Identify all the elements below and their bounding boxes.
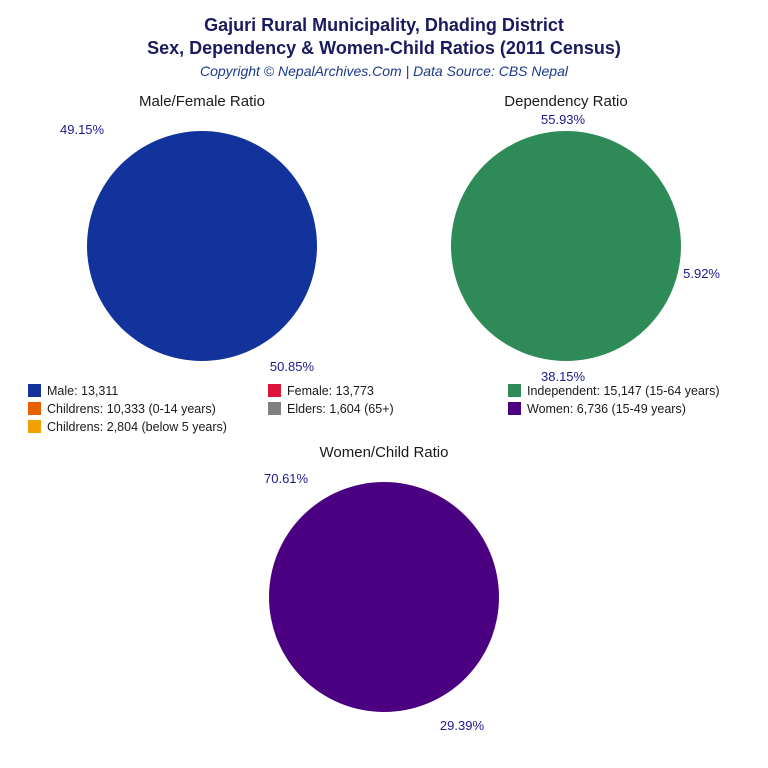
title-line-1: Gajuri Rural Municipality, Dhading Distr…: [0, 14, 768, 37]
legend-swatch: [28, 402, 41, 415]
wc-children-pct: 29.39%: [440, 718, 484, 733]
legend-label: Male: 13,311: [47, 384, 118, 398]
legend-item: Independent: 15,147 (15-64 years): [508, 384, 728, 398]
legend-item: Childrens: 10,333 (0-14 years): [28, 402, 248, 416]
legend-item: Women: 6,736 (15-49 years): [508, 402, 728, 416]
sex-ratio-chart: Male/Female Ratio 49.15% 50.85%: [32, 93, 372, 376]
legend-item: Female: 13,773: [268, 384, 488, 398]
sex-ratio-title: Male/Female Ratio: [32, 93, 372, 110]
dependency-pie-wrap: 55.93% 5.92% 38.15%: [436, 116, 696, 376]
womenchild-chart: Women/Child Ratio 70.61% 29.39%: [214, 444, 554, 727]
dep-elders-pct: 5.92%: [683, 266, 720, 281]
legend-swatch: [508, 402, 521, 415]
legend-item: Elders: 1,604 (65+): [268, 402, 488, 416]
header-block: Gajuri Rural Municipality, Dhading Distr…: [0, 0, 768, 79]
legend-item: Childrens: 2,804 (below 5 years): [28, 420, 248, 434]
legend-label: Childrens: 2,804 (below 5 years): [47, 420, 227, 434]
dependency-title: Dependency Ratio: [396, 93, 736, 110]
legend-label: Elders: 1,604 (65+): [287, 402, 394, 416]
legend-swatch: [268, 402, 281, 415]
dep-children-pct: 38.15%: [541, 369, 585, 384]
legend-label: Childrens: 10,333 (0-14 years): [47, 402, 216, 416]
womenchild-pie: [269, 482, 499, 712]
subtitle: Copyright © NepalArchives.Com | Data Sou…: [0, 63, 768, 79]
womenchild-pie-wrap: 70.61% 29.39%: [254, 467, 514, 727]
bottom-row: Women/Child Ratio 70.61% 29.39%: [0, 444, 768, 727]
top-charts-row: Male/Female Ratio 49.15% 50.85% Dependen…: [0, 93, 768, 376]
dependency-chart: Dependency Ratio 55.93% 5.92% 38.15%: [396, 93, 736, 376]
legend-label: Independent: 15,147 (15-64 years): [527, 384, 720, 398]
dependency-pie: [451, 131, 681, 361]
legend-label: Female: 13,773: [287, 384, 374, 398]
sex-ratio-pie: [87, 131, 317, 361]
sex-ratio-pie-wrap: 49.15% 50.85%: [72, 116, 332, 376]
legend: Male: 13,311 Female: 13,773 Independent: 1…: [0, 376, 768, 434]
wc-women-pct: 70.61%: [264, 471, 308, 486]
legend-item: Male: 13,311: [28, 384, 248, 398]
legend-swatch: [28, 384, 41, 397]
womenchild-title: Women/Child Ratio: [214, 444, 554, 461]
legend-swatch: [268, 384, 281, 397]
title-line-2: Sex, Dependency & Women-Child Ratios (20…: [0, 37, 768, 60]
sex-female-pct: 50.85%: [270, 359, 314, 374]
dep-independent-pct: 55.93%: [541, 112, 585, 127]
legend-label: Women: 6,736 (15-49 years): [527, 402, 686, 416]
legend-swatch: [508, 384, 521, 397]
legend-swatch: [28, 420, 41, 433]
sex-male-pct: 49.15%: [60, 122, 104, 137]
